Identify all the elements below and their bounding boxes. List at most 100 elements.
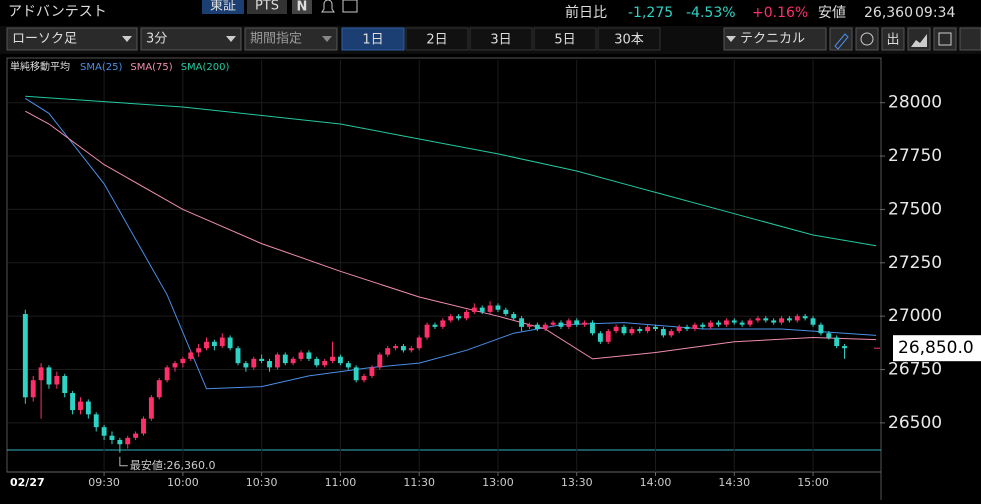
candle-body — [424, 324, 430, 338]
low-annotation: 最安値:26,360.0 — [130, 459, 216, 472]
chart-type-select[interactable] — [6, 27, 138, 51]
y-tick-label: 27000 — [888, 306, 942, 326]
legend-title: 単純移動平均 — [10, 60, 70, 73]
candle-body — [558, 322, 564, 327]
candle-body — [708, 322, 714, 327]
candle-body — [133, 433, 139, 438]
candle-body — [188, 352, 194, 359]
print-tool[interactable] — [959, 27, 981, 51]
change-value: -1,275 — [628, 5, 673, 21]
candle-body — [22, 314, 28, 398]
candle-body — [361, 375, 367, 381]
candle-body — [385, 348, 391, 355]
x-tick-label: 13:00 — [482, 476, 514, 489]
candle-body — [125, 437, 131, 445]
candle-body — [219, 337, 225, 347]
candle-body — [456, 316, 462, 319]
range-button[interactable] — [341, 27, 405, 51]
x-tick-label: 09:30 — [88, 476, 120, 489]
candle-body — [345, 363, 351, 368]
candle-body — [763, 318, 769, 321]
interval: 3分 — [146, 32, 167, 47]
alert-icon[interactable] — [321, 0, 335, 13]
candle-body — [550, 322, 556, 325]
sma-line — [25, 97, 877, 390]
output: 出 — [886, 33, 899, 48]
candle-body — [101, 427, 107, 436]
candle-body — [251, 358, 257, 368]
candle-body — [810, 318, 816, 325]
y-tick-label: 27750 — [888, 146, 942, 166]
candle-body — [582, 322, 588, 325]
last-price-tag — [893, 335, 981, 362]
range-button[interactable] — [597, 27, 661, 51]
low-time: 09:34 — [915, 5, 955, 21]
dropdown-arrow — [122, 36, 132, 42]
output-button[interactable] — [881, 27, 905, 51]
candle-body — [487, 305, 493, 312]
candle-body — [794, 316, 800, 321]
candle-body — [156, 380, 162, 398]
candle-body — [70, 393, 76, 411]
candle-body — [227, 337, 233, 349]
candle-body — [180, 358, 186, 364]
save-icon — [938, 32, 952, 46]
candle-body — [700, 324, 706, 327]
x-tick-label: 15:00 — [797, 476, 829, 489]
range-label: 30本 — [614, 33, 644, 48]
range-label: 1日 — [362, 33, 383, 48]
candle-body — [117, 439, 123, 445]
pts-label: PTS — [255, 0, 279, 14]
candle-body — [290, 358, 296, 364]
candle-body — [432, 324, 438, 327]
range-button[interactable] — [533, 27, 597, 51]
tool-icon[interactable] — [342, 0, 358, 13]
candle-body — [471, 307, 477, 312]
candle-body — [408, 348, 414, 351]
technical-select[interactable] — [723, 27, 827, 51]
market-label: 東証 — [210, 0, 236, 14]
candle-body — [93, 414, 99, 428]
interval-select[interactable] — [140, 27, 242, 51]
zoom-tool[interactable] — [855, 27, 879, 51]
period-select[interactable] — [244, 27, 338, 51]
candle-body — [676, 326, 682, 332]
candle-body — [353, 367, 359, 381]
candle-body — [369, 367, 375, 376]
x-tick-label: 14:00 — [640, 476, 672, 489]
low-marker — [119, 456, 128, 467]
candle-body — [637, 328, 643, 332]
candle-body — [479, 307, 485, 312]
candle-body — [645, 326, 651, 332]
dropdown-arrow — [226, 36, 236, 42]
candle-body — [786, 318, 792, 321]
dropdown-arrow — [322, 36, 332, 42]
range-button[interactable] — [405, 27, 469, 51]
candle-body — [495, 305, 501, 310]
pts-change-percent: +0.16% — [752, 5, 808, 21]
change-label: 前日比 — [565, 4, 607, 21]
market-tab[interactable] — [202, 0, 244, 14]
candle-body — [30, 380, 36, 398]
candle-body — [834, 337, 840, 347]
pts-tab[interactable] — [247, 0, 287, 14]
candle-body — [747, 320, 753, 325]
sma-line — [25, 95, 877, 247]
period: 期間指定 — [250, 32, 302, 47]
legend-entry: SMA(75) — [130, 62, 172, 73]
range-button[interactable] — [469, 27, 533, 51]
candle-body — [314, 358, 320, 366]
candle-body — [574, 320, 580, 325]
legend-entry: SMA(200) — [181, 62, 230, 73]
candle-body — [109, 435, 115, 440]
candle-body — [653, 326, 658, 329]
candle-body — [826, 333, 832, 338]
candle-body — [282, 354, 288, 364]
candle-body — [534, 324, 540, 329]
save-tool[interactable] — [933, 27, 957, 51]
news-button[interactable] — [292, 0, 312, 14]
candle-body — [259, 358, 265, 361]
candle-body — [519, 318, 525, 327]
y-tick-label: 28000 — [888, 93, 942, 113]
